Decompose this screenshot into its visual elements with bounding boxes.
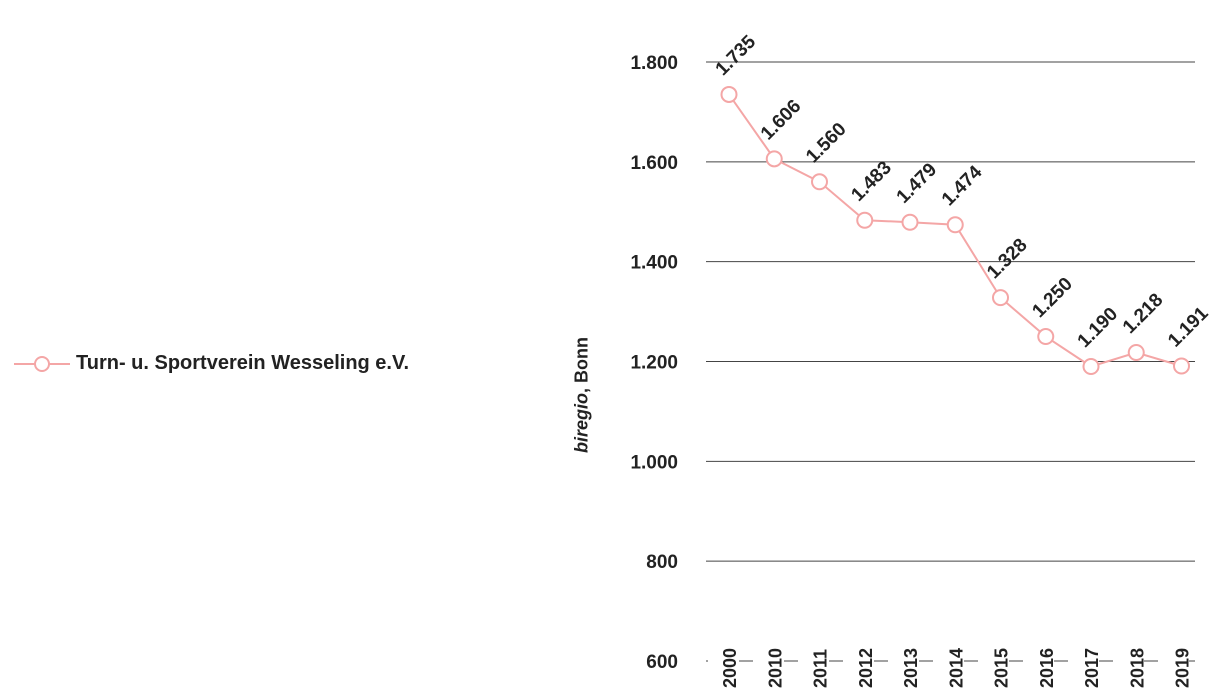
data-point <box>1037 328 1055 346</box>
data-point <box>811 173 828 191</box>
y-axis-title: biregio, Bonn <box>572 337 593 453</box>
x-tick-label: 2016 <box>1037 648 1057 688</box>
legend: Turn- u. Sportverein Wesseling e.V. <box>12 352 409 375</box>
data-point <box>992 289 1009 307</box>
gridlines <box>706 61 1195 662</box>
data-label: 1.190 <box>1074 304 1122 352</box>
data-label: 1.328 <box>983 235 1031 283</box>
data-label: 1.191 <box>1164 303 1213 352</box>
data-label: 1.560 <box>802 119 850 167</box>
y-axis-ticks: 600 800 1.000 1.200 1.400 1.600 1.800 <box>630 53 678 673</box>
x-tick-label: 2018 <box>1127 648 1147 688</box>
x-tick-label: 2017 <box>1082 648 1102 688</box>
y-tick-label: 1.800 <box>630 53 678 74</box>
data-label: 1.483 <box>847 157 895 205</box>
x-tick-label: 2013 <box>901 648 921 688</box>
data-point <box>856 211 874 229</box>
legend-label: Turn- u. Sportverein Wesseling e.V. <box>76 352 410 374</box>
data-point <box>1082 357 1100 375</box>
y-tick-label: 1.200 <box>630 353 678 374</box>
data-label: 1.218 <box>1119 290 1167 338</box>
x-tick-label: 2011 <box>811 649 831 688</box>
legend-marker <box>14 355 70 372</box>
y-tick-label: 800 <box>646 552 678 573</box>
data-point <box>901 213 919 231</box>
y-axis-title-source: biregio <box>571 392 592 454</box>
series-group <box>720 85 1190 375</box>
data-label: 1.735 <box>712 31 761 80</box>
data-label: 1.474 <box>938 161 987 210</box>
y-tick-label: 600 <box>646 652 678 673</box>
x-axis-ticks: 2000 2010 2011 2012 2013 2014 2015 2016 2017 2018… <box>720 648 1193 688</box>
y-tick-label: 1.400 <box>630 253 678 274</box>
x-tick-label: 2012 <box>856 648 876 688</box>
x-tick-label: 2010 <box>765 648 785 688</box>
x-tick-label: 2015 <box>992 648 1012 688</box>
y-axis-title-place: , Bonn <box>571 336 592 393</box>
x-tick-label: 2014 <box>946 648 966 688</box>
x-tick-label: 2000 <box>720 648 740 688</box>
data-point <box>720 85 738 103</box>
data-point <box>765 150 783 168</box>
data-point <box>1173 357 1190 375</box>
data-label: 1.479 <box>893 159 941 207</box>
data-point <box>946 216 964 234</box>
data-label: 1.606 <box>757 96 805 144</box>
y-tick-label: 1.600 <box>630 153 678 174</box>
y-tick-label: 1.000 <box>630 452 678 473</box>
data-point <box>1127 344 1145 362</box>
data-label: 1.250 <box>1028 274 1076 322</box>
x-tick-label: 2019 <box>1173 648 1193 688</box>
